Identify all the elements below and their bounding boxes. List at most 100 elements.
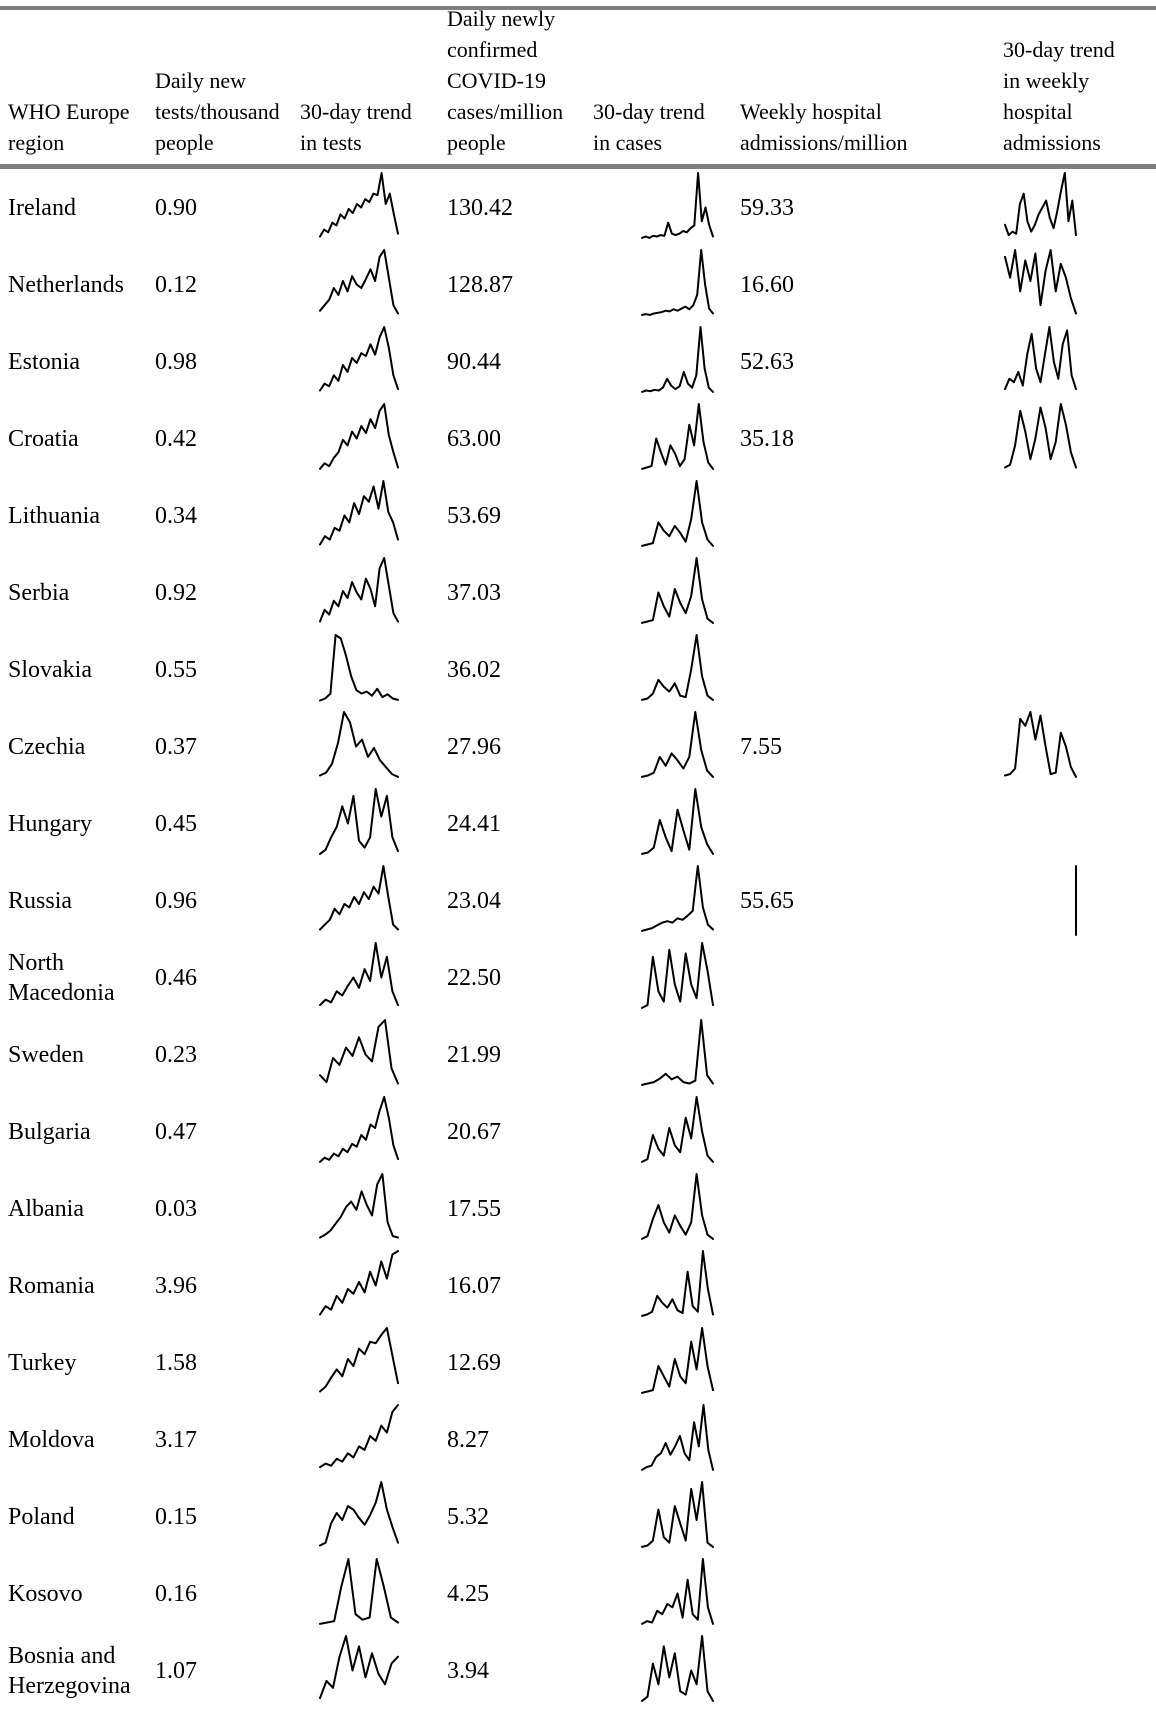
hospital-value: 16.60 — [740, 271, 794, 298]
cases-value: 37.03 — [447, 579, 501, 606]
cases-trend-sparkline — [641, 634, 714, 701]
tests-trend-sparkline — [319, 557, 399, 623]
tests-value: 3.17 — [155, 1426, 197, 1453]
tests-value: 0.92 — [155, 579, 197, 606]
tests-trend-sparkline — [319, 788, 399, 855]
hospital-trend-sparkline — [1004, 326, 1077, 391]
tests-value: 1.07 — [155, 1657, 197, 1684]
sparkline-path — [319, 172, 399, 238]
sparkline-path — [319, 326, 399, 392]
tests-trend-sparkline — [319, 865, 399, 931]
sparkline-path — [641, 1558, 714, 1625]
region-cell: Czechia — [8, 733, 86, 760]
table-row: North Macedonia 0.46 22.50 — [0, 939, 1156, 1016]
tests-value: 0.45 — [155, 810, 197, 837]
tests-value: 3.96 — [155, 1272, 197, 1299]
hospital-value — [740, 1324, 920, 1401]
table-row: Czechia 0.37 27.96 7.55 — [0, 708, 1156, 785]
cases-value: 23.04 — [447, 887, 501, 914]
sparkline-path — [641, 711, 714, 778]
table-row: Hungary 0.45 24.41 — [0, 785, 1156, 862]
header-hospital-trend: 30-day trend in weekly hospital admissio… — [1003, 37, 1115, 155]
region-cell: Hungary — [8, 810, 92, 837]
table-top-rule — [0, 6, 1156, 10]
hospital-value — [740, 1247, 920, 1324]
tests-value: 0.23 — [155, 1041, 197, 1068]
table-row: Turkey 1.58 12.69 — [0, 1324, 1156, 1401]
hospital-value — [740, 1170, 920, 1247]
hospital-value: 35.18 — [740, 425, 794, 452]
cases-trend-sparkline — [641, 711, 714, 778]
cases-trend-sparkline — [641, 1019, 714, 1086]
header-region: WHO Europe region — [8, 99, 130, 155]
hospital-value — [740, 1478, 920, 1555]
region-cell: Russia — [8, 887, 73, 914]
cases-value: 21.99 — [447, 1041, 501, 1068]
region-cell: Croatia — [8, 425, 79, 452]
sparkline-path — [641, 557, 714, 624]
sparkline-path — [641, 172, 714, 239]
sparkline-path — [641, 865, 714, 932]
region-cell: Kosovo — [8, 1580, 83, 1607]
sparkline-path — [1004, 249, 1077, 315]
cases-trend-sparkline — [641, 249, 714, 316]
cases-value: 12.69 — [447, 1349, 501, 1376]
table-row: Romania 3.96 16.07 — [0, 1247, 1156, 1324]
sparkline-path — [641, 788, 714, 855]
table-row: Bulgaria 0.47 20.67 — [0, 1093, 1156, 1170]
tests-trend-sparkline — [319, 249, 399, 315]
cases-value: 5.32 — [447, 1503, 489, 1530]
hospital-value — [740, 477, 920, 554]
tests-trend-sparkline — [319, 480, 399, 546]
sparkline-path — [641, 326, 714, 393]
tests-value: 1.58 — [155, 1349, 197, 1376]
cases-trend-sparkline — [641, 1173, 714, 1240]
tests-value: 0.55 — [155, 656, 197, 683]
sparkline-path — [1004, 403, 1077, 469]
tests-value: 0.47 — [155, 1118, 197, 1145]
cases-trend-sparkline — [641, 326, 714, 393]
region-cell: Lithuania — [8, 502, 100, 529]
header-hospital: Weekly hospital admissions/million — [740, 99, 908, 155]
hospital-value — [740, 785, 920, 862]
cases-trend-sparkline — [641, 403, 714, 470]
table-row: Croatia 0.42 63.00 35.18 — [0, 400, 1156, 477]
cases-trend-sparkline — [641, 1481, 714, 1548]
hospital-value — [740, 1093, 920, 1170]
sparkline-path — [641, 480, 714, 547]
cases-value: 3.94 — [447, 1657, 489, 1684]
hospital-value — [740, 631, 920, 708]
region-cell: Serbia — [8, 579, 70, 606]
hospital-value: 55.65 — [740, 887, 794, 914]
cases-trend-sparkline — [641, 172, 714, 239]
sparkline-path — [641, 1096, 714, 1163]
region-cell: Ireland — [8, 194, 76, 221]
cases-value: 63.00 — [447, 425, 501, 452]
sparkline-path — [1004, 326, 1077, 391]
tests-trend-sparkline — [319, 1096, 399, 1163]
hospital-value — [740, 1401, 920, 1478]
table-row: Ireland 0.90 130.42 59.33 — [0, 169, 1156, 246]
tests-value: 0.98 — [155, 348, 197, 375]
hospital-trend-sparkline — [1004, 711, 1077, 778]
sparkline-path — [1004, 172, 1077, 237]
sparkline-path — [641, 942, 714, 1009]
sparkline-path — [319, 1404, 399, 1469]
cases-value: 4.25 — [447, 1580, 489, 1607]
cases-trend-sparkline — [641, 1558, 714, 1625]
sparkline-path — [641, 1173, 714, 1240]
hospital-value — [740, 939, 920, 1016]
region-cell: North Macedonia — [8, 949, 115, 1006]
sparkline-path — [319, 634, 399, 702]
tests-value: 0.46 — [155, 964, 197, 991]
region-cell: Slovakia — [8, 656, 92, 683]
hospital-value — [740, 554, 920, 631]
cases-value: 22.50 — [447, 964, 501, 991]
sparkline-path — [319, 480, 399, 546]
hospital-trend-sparkline — [1004, 172, 1077, 237]
hospital-value: 52.63 — [740, 348, 794, 375]
sparkline-path — [319, 1250, 399, 1316]
header-cases: Daily newly confirmed COVID-19 cases/mil… — [447, 6, 564, 155]
sparkline-path — [319, 1558, 399, 1625]
